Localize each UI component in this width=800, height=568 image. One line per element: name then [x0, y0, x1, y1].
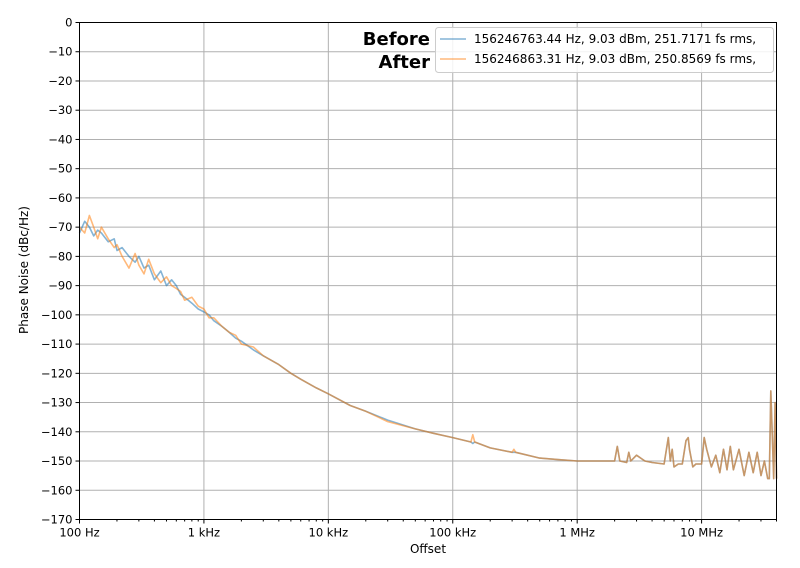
y-tick-label: −110: [41, 337, 73, 351]
x-tick-label: 100 Hz: [59, 526, 99, 540]
legend: 156246763.44 Hz, 9.03 dBm, 251.7171 fs r…: [435, 27, 774, 73]
x-tick-label: 10 MHz: [680, 526, 723, 540]
x-axis-label: Offset: [410, 542, 446, 556]
x-tick-label: 1 MHz: [559, 526, 595, 540]
x-tick-label: 10 kHz: [309, 526, 349, 540]
y-tick-label: −70: [48, 220, 72, 234]
series-line-before: [78, 220, 778, 480]
series-lines: [78, 214, 778, 480]
y-tick-label: −30: [48, 103, 72, 117]
plot-frame: [79, 22, 777, 520]
y-tick-label: −80: [48, 249, 72, 263]
x-tick-label: 100 kHz: [429, 526, 476, 540]
y-tick-label: −150: [41, 454, 73, 468]
y-tick-label: −100: [41, 308, 73, 322]
y-tick-label: 0: [65, 16, 72, 30]
y-tick-label: −170: [41, 513, 73, 527]
y-tick-label: −40: [48, 132, 72, 146]
series-line-after: [78, 214, 778, 480]
legend-label-after: 156246863.31 Hz, 9.03 dBm, 250.8569 fs r…: [474, 52, 756, 66]
y-tick-label: −160: [41, 483, 73, 497]
y-tick-label: −90: [48, 279, 72, 293]
legend-label-before: 156246763.44 Hz, 9.03 dBm, 251.7171 fs r…: [474, 32, 756, 46]
legend-box: [435, 27, 774, 73]
ticks: 0 −10 −20 −30 −40 −50 −60 −70 −80 −90 −100 −110 −120…: [41, 16, 777, 540]
y-tick-label: −130: [41, 396, 73, 410]
annotation-before: Before: [363, 29, 430, 50]
y-axis-label: Phase Noise (dBc/Hz): [17, 206, 31, 334]
x-tick-label: 1 kHz: [188, 526, 220, 540]
y-tick-label: −10: [48, 45, 72, 59]
y-tick-label: −140: [41, 425, 73, 439]
y-tick-label: −50: [48, 162, 72, 176]
y-tick-label: −120: [41, 366, 73, 380]
y-tick-label: −20: [48, 74, 72, 88]
grid: [79, 22, 777, 520]
annotation-after: After: [379, 52, 431, 73]
y-tick-label: −60: [48, 191, 72, 205]
